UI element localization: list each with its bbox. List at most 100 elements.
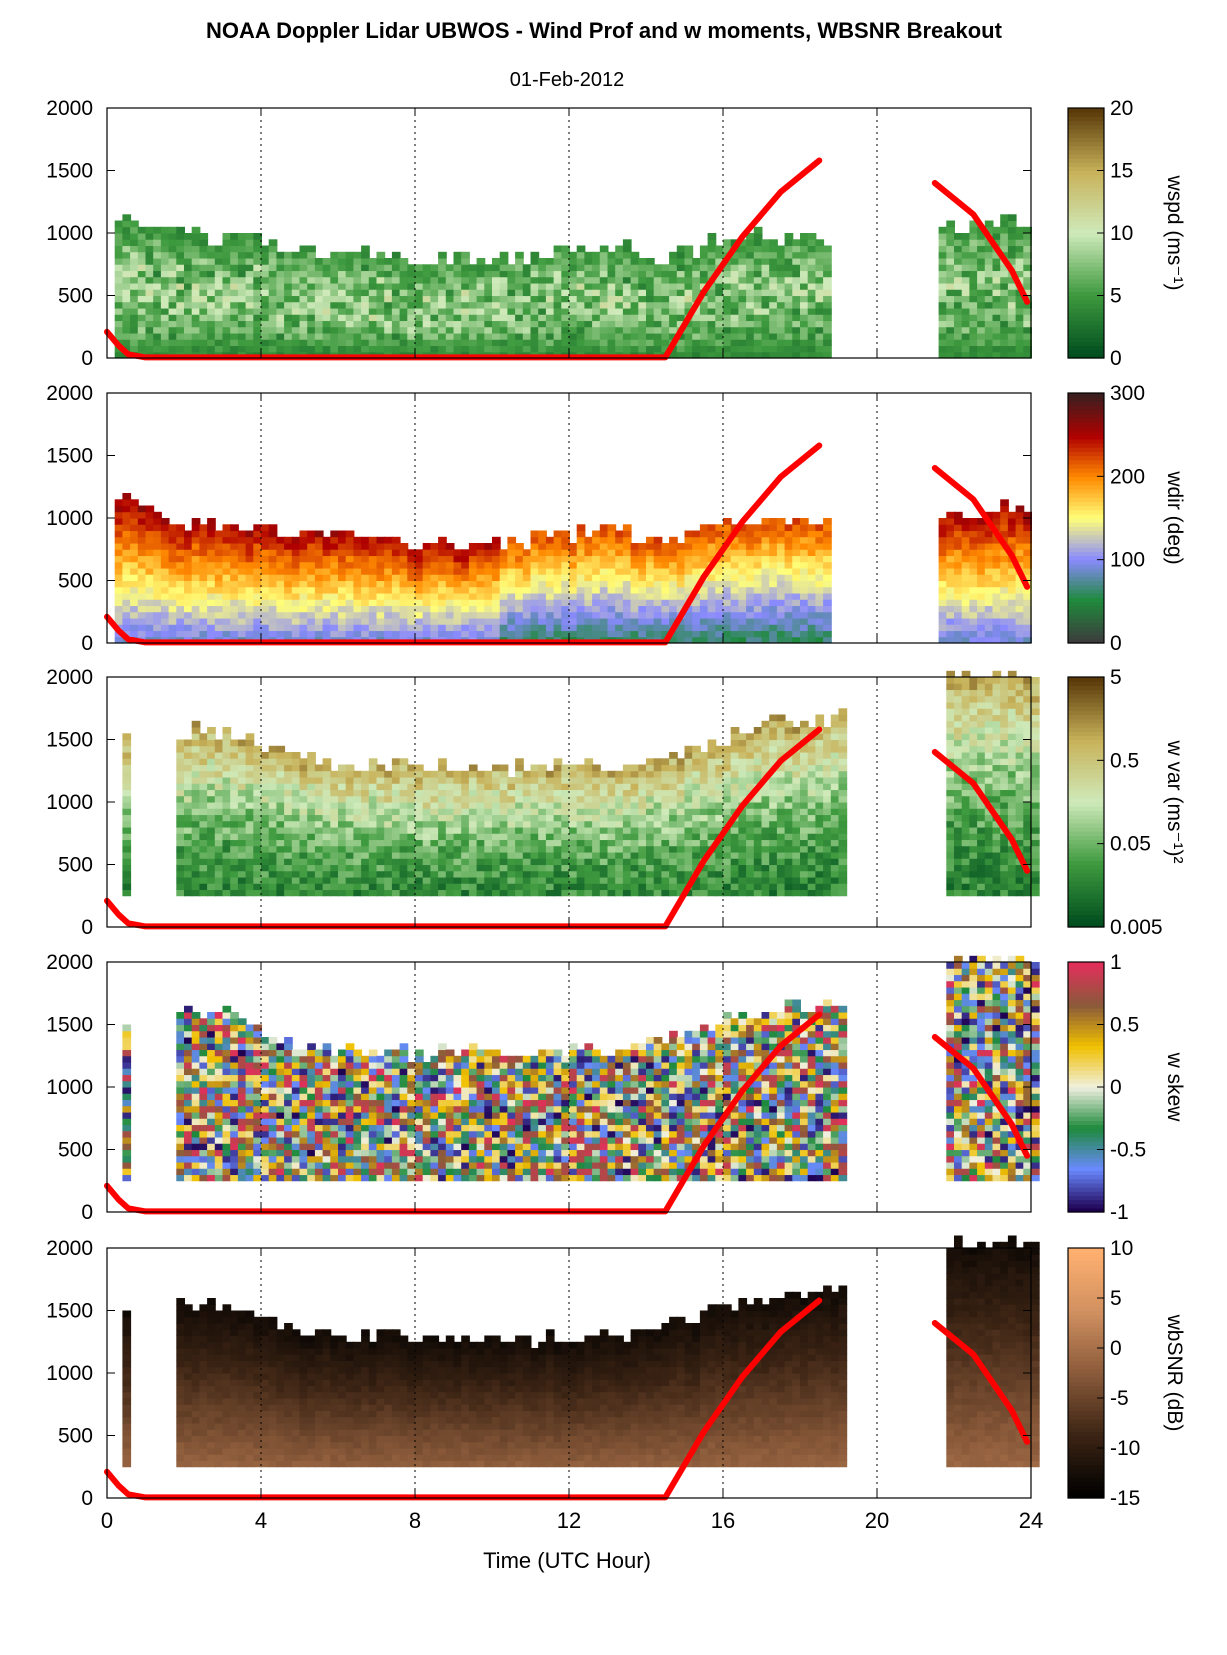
heatmap-cell <box>214 852 224 859</box>
heatmap-cell <box>715 618 724 625</box>
heatmap-cell <box>599 580 609 588</box>
heatmap-cell <box>307 814 316 822</box>
heatmap-cell <box>615 580 624 588</box>
heatmap-cell <box>422 870 432 878</box>
heatmap-cell <box>561 624 570 632</box>
heatmap-cell <box>707 605 717 613</box>
heatmap-cell <box>807 543 817 550</box>
heatmap-cell <box>314 845 324 853</box>
heatmap-cell <box>438 802 447 809</box>
heatmap-cell <box>522 549 532 557</box>
heatmap-cell <box>191 795 201 803</box>
heatmap-cell <box>453 561 463 569</box>
heatmap-cell <box>299 864 309 872</box>
heatmap-cell <box>245 605 255 613</box>
heatmap-cell <box>322 802 332 809</box>
heatmap-cell <box>191 245 201 253</box>
heatmap-cell <box>438 320 447 328</box>
heatmap-cell <box>569 251 578 259</box>
heatmap-cell <box>222 777 232 784</box>
heatmap-cell <box>261 301 270 309</box>
heatmap-cell <box>160 586 170 594</box>
heatmap-cell <box>776 636 786 644</box>
heatmap-cell <box>1023 289 1032 297</box>
heatmap-cell <box>1007 593 1017 600</box>
heatmap-cell <box>453 283 463 290</box>
heatmap-cell <box>137 543 147 550</box>
heatmap-cell <box>145 618 155 625</box>
heatmap-cell <box>291 883 301 891</box>
heatmap-cell <box>954 580 963 588</box>
heatmap-cell <box>284 543 293 550</box>
heatmap-cell <box>630 258 640 265</box>
heatmap-cell <box>438 827 447 834</box>
heatmap-cell <box>646 580 655 588</box>
heatmap-cell <box>222 580 232 588</box>
heatmap-cell <box>330 789 339 797</box>
heatmap-cell <box>746 543 755 550</box>
heatmap-cell <box>992 511 1002 519</box>
heatmap-cell <box>738 314 748 322</box>
heatmap-cell <box>492 314 501 322</box>
heatmap-cell <box>538 618 547 625</box>
heatmap-cell <box>746 339 755 347</box>
heatmap-cell <box>599 289 609 297</box>
heatmap-cell <box>607 251 617 259</box>
heatmap-cell <box>376 777 386 784</box>
heatmap-cell <box>330 783 339 791</box>
y-tick-label: 0 <box>81 347 93 370</box>
heatmap-cell <box>723 270 732 278</box>
heatmap-cell <box>476 870 486 878</box>
heatmap-cell <box>153 276 162 284</box>
heatmap-cell <box>753 630 763 638</box>
heatmap-cell <box>384 599 393 607</box>
colorbar-segment <box>1068 345 1104 351</box>
heatmap-cell <box>330 276 339 284</box>
heatmap-cell <box>307 543 316 550</box>
heatmap-cell <box>730 561 740 569</box>
heatmap-cell <box>322 630 332 638</box>
heatmap-cell <box>114 536 124 544</box>
heatmap-cell <box>630 301 640 309</box>
heatmap-cell <box>314 883 324 891</box>
heatmap-cell <box>453 795 463 803</box>
heatmap-cell <box>592 593 601 600</box>
heatmap-cell <box>715 636 724 644</box>
heatmap-cell <box>407 618 416 625</box>
heatmap-cell <box>769 251 778 259</box>
colorbar-tick-label: 5 <box>1110 285 1122 308</box>
heatmap-cell <box>391 777 401 784</box>
heatmap-cell <box>261 783 270 791</box>
heatmap-cell <box>145 326 155 334</box>
heatmap-cell <box>191 852 201 859</box>
heatmap-cell <box>222 727 232 734</box>
heatmap-cell <box>769 276 778 284</box>
heatmap-cell <box>954 636 963 644</box>
heatmap-cell <box>445 795 455 803</box>
heatmap-cell <box>184 549 193 557</box>
heatmap-cell <box>368 827 378 834</box>
heatmap-cell <box>615 283 624 290</box>
heatmap-cell <box>515 561 524 569</box>
heatmap-cell <box>122 858 132 866</box>
heatmap-cell <box>130 593 139 600</box>
heatmap-cell <box>237 308 247 315</box>
heatmap-cell <box>214 549 224 557</box>
heatmap-cell <box>669 276 678 284</box>
heatmap-cell <box>592 251 601 259</box>
heatmap-cell <box>330 308 339 315</box>
heatmap-cell <box>761 524 771 532</box>
heatmap-cell <box>176 245 185 253</box>
heatmap-cell <box>761 326 771 334</box>
heatmap-cell <box>399 561 409 569</box>
heatmap-cell <box>1015 555 1025 563</box>
heatmap-cell <box>499 618 509 625</box>
heatmap-cell <box>961 264 971 272</box>
heatmap-cell <box>184 877 193 884</box>
heatmap-cell <box>445 289 455 297</box>
heatmap-cell <box>661 624 671 632</box>
heatmap-cell <box>160 345 170 353</box>
heatmap-cell <box>707 530 717 538</box>
heatmap-cell <box>222 733 232 741</box>
heatmap-cell <box>438 593 447 600</box>
